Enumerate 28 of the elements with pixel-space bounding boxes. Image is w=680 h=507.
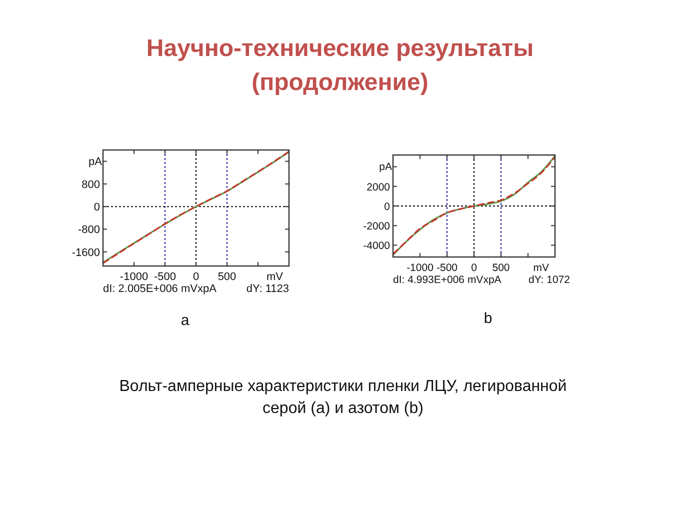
- text: b: [484, 310, 492, 327]
- x-tick-label: -1000: [120, 271, 148, 283]
- x-tick-label: 500: [492, 262, 510, 274]
- y-tick-label: -1600: [72, 246, 100, 259]
- x-tick-label: 0: [471, 262, 478, 274]
- x-axis-title: mV: [533, 262, 549, 274]
- y-tick-label: 0: [384, 201, 390, 213]
- text: dI: 2.005E+006 mVxpA: [103, 283, 218, 295]
- y-axis-title: pA: [88, 156, 103, 168]
- y-tick-label: -2000: [363, 220, 390, 233]
- x-tick-label: -500: [154, 271, 176, 283]
- x-tick-label: 500: [218, 271, 236, 283]
- text: Научно-технические результаты (продолжение): [146, 35, 534, 96]
- text: a: [180, 312, 190, 329]
- text: dY: 1072: [528, 274, 570, 286]
- x-tick-label: 0: [192, 271, 200, 283]
- text: dY: 1123: [246, 283, 289, 295]
- y-tick-label: -4000: [363, 240, 390, 252]
- y-tick-label: 800: [82, 178, 100, 191]
- x-axis-title: mV: [266, 271, 284, 283]
- x-tick-label: -1000: [406, 262, 434, 274]
- y-tick-label: 0: [94, 202, 100, 214]
- y-tick-label: -800: [78, 224, 100, 236]
- y-tick-label: 2000: [366, 181, 390, 194]
- text: Вольт-амперные характеристики пленки ЛЦУ, легированной серой (a) и азотом (b): [119, 378, 567, 417]
- x-tick-label: -500: [436, 262, 458, 274]
- y-axis-title: pA: [379, 161, 392, 173]
- text: dI: 4.993E+006 mVxpA: [393, 274, 502, 286]
